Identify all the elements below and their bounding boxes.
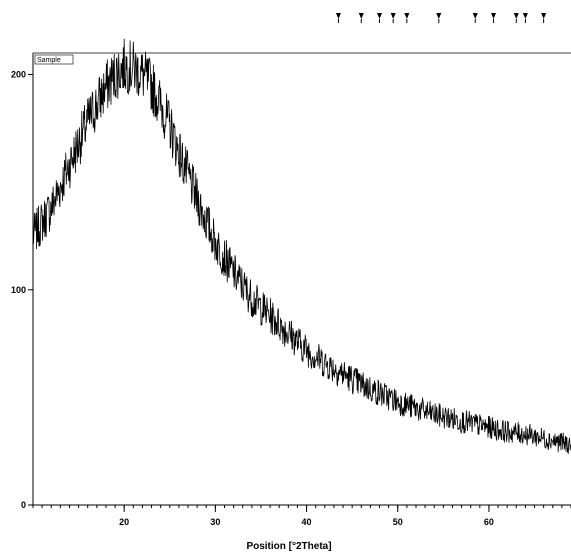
x-tick-label: 50: [393, 517, 403, 527]
peak-marker: [490, 13, 496, 19]
x-tick-label: 40: [302, 517, 312, 527]
x-tick-label: 60: [484, 517, 494, 527]
peak-marker: [390, 13, 396, 19]
peak-marker: [335, 13, 341, 19]
series-line: [32, 38, 571, 454]
peak-marker: [522, 13, 528, 19]
peak-marker: [377, 13, 383, 19]
x-tick-label: 30: [210, 517, 220, 527]
peak-marker: [358, 13, 364, 19]
peak-marker: [513, 13, 519, 19]
peak-marker: [472, 13, 478, 19]
y-tick-label: 200: [11, 70, 26, 80]
y-tick-label: 0: [21, 500, 26, 510]
x-axis-ticks: 2030405060708090: [32, 505, 571, 527]
y-axis-ticks: 0 100 200: [11, 70, 33, 510]
legend-box: [34, 54, 74, 65]
peak-marker: [541, 13, 547, 19]
reference-peak-markers: [335, 13, 547, 23]
x-tick-label: 20: [119, 517, 129, 527]
legend-label: Sample: [37, 57, 61, 64]
peak-marker: [404, 13, 410, 19]
x-axis-title: Position [°2Theta]: [246, 541, 331, 552]
peak-marker: [436, 13, 442, 19]
y-tick-label: 100: [11, 285, 26, 295]
series-group: [32, 38, 571, 454]
